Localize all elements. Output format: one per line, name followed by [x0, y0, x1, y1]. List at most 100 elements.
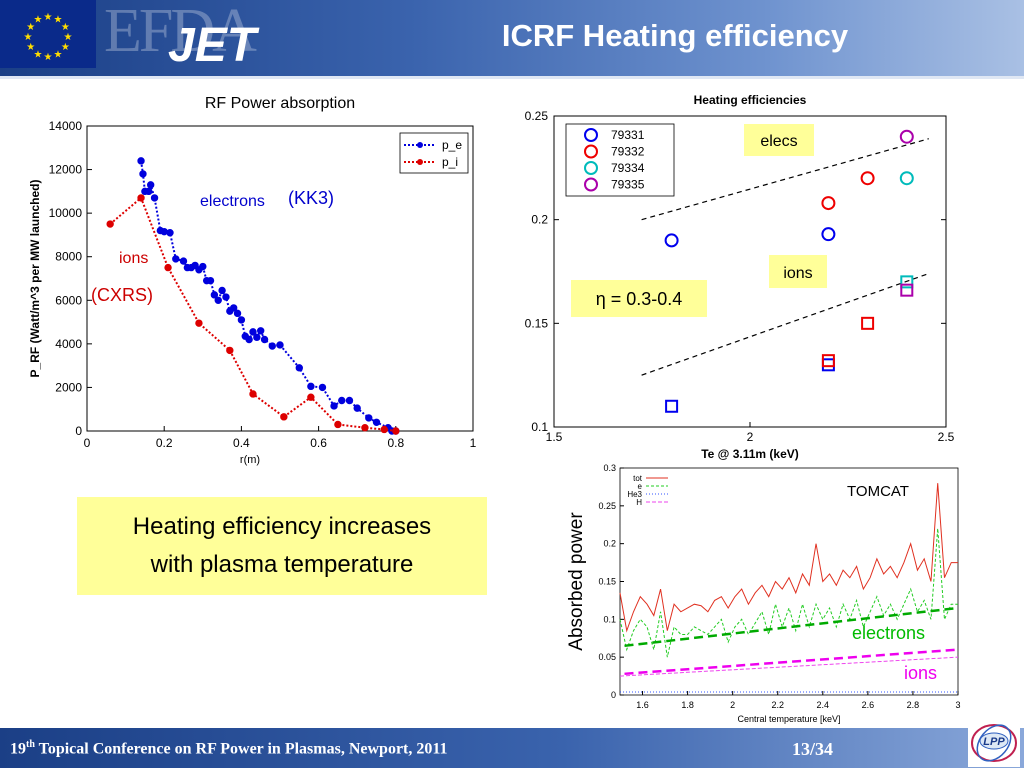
elec-point-79332	[821, 196, 836, 211]
data-point-p_e	[214, 296, 222, 304]
annotation-elecs-box	[744, 124, 814, 156]
annotation-kk3: (KK3)	[288, 188, 334, 208]
x-tick-label: 2.8	[907, 700, 920, 710]
eu-star: ★	[24, 32, 33, 43]
annotation-eta: η = 0.3-0.4	[596, 289, 683, 309]
x-tick-label: 2.5	[938, 430, 955, 444]
annotation-electrons: electrons	[852, 623, 925, 643]
conclusion-callout: Heating efficiency increases with plasma…	[77, 497, 487, 595]
x-tick-label: 0.4	[233, 436, 250, 450]
data-point-p_e	[137, 157, 145, 165]
series-line-H	[619, 656, 959, 677]
data-point-p_e	[199, 262, 207, 271]
efda-logo-text: EFDA	[104, 0, 257, 65]
data-point-p_e	[179, 257, 188, 265]
y-tick-label: 0.15	[525, 316, 549, 330]
data-point-p_e	[257, 327, 265, 335]
data-point-p_i	[226, 346, 234, 355]
annotation-eta-box	[571, 280, 707, 317]
eu-star: ★	[44, 12, 53, 23]
data-point-p_i	[106, 220, 114, 228]
x-tick-label: 3	[955, 700, 960, 710]
eu-star: ★	[64, 32, 73, 43]
ion-point-79332	[861, 316, 875, 330]
y-tick-label: 0.1	[603, 614, 616, 624]
elec-point-79331	[821, 227, 836, 242]
annotation-electrons: electrons	[200, 193, 265, 210]
series-line-e	[619, 528, 958, 658]
data-point-p_e	[166, 229, 174, 237]
y-tick-label: 4000	[55, 337, 82, 351]
data-point-p_e	[150, 194, 159, 202]
data-point-p_e	[260, 335, 269, 344]
legend-label-79332: 79332	[611, 145, 645, 159]
slide-title: ICRF Heating efficiency	[501, 18, 849, 53]
data-point-p_i	[164, 263, 172, 272]
chart-title: RF Power absorption	[205, 95, 355, 112]
ion-point-79331	[665, 399, 679, 413]
trend-line-ions	[641, 272, 930, 376]
data-point-p_e	[338, 396, 346, 405]
legend-marker-79332	[584, 144, 598, 159]
data-point-p_e	[253, 333, 261, 342]
y-tick-label: 0.2	[603, 539, 616, 549]
y-tick-label: 10000	[49, 206, 83, 220]
annotation-ions: ions	[119, 250, 148, 267]
plot-frame	[86, 125, 474, 432]
y-tick-label: 0.05	[598, 652, 616, 662]
legend-label: He3	[627, 490, 642, 499]
annotation-ions: ions	[904, 663, 937, 683]
data-point-p_e	[145, 187, 153, 196]
page-number: 13/34	[792, 739, 834, 759]
y-tick-label: 12000	[49, 163, 83, 177]
data-point-p_e	[249, 328, 257, 336]
y-tick-label: 14000	[49, 119, 83, 133]
footer-ordinal: 19	[10, 740, 26, 758]
data-point-p_i	[280, 413, 288, 421]
annotation-cxrs: (CXRS)	[91, 285, 153, 305]
data-point-p_e	[222, 293, 230, 301]
data-point-p_i	[361, 424, 369, 432]
eu-star: ★	[54, 15, 63, 26]
data-point-p_e	[353, 404, 361, 412]
tomcat-chart: 0 0.05 0.1 0.15 0.2 0.25 0.3 1.6 1.8 2 2.2 2.4 2.6 2.…	[560, 458, 970, 726]
legend-marker-p_e	[417, 142, 423, 148]
y-axis-label: Absorbed power	[566, 512, 587, 651]
y-tick-label: 8000	[55, 250, 82, 264]
data-point-p_i	[334, 420, 342, 429]
data-point-p_e	[206, 276, 215, 285]
legend-label-p_e: p_e	[442, 138, 462, 152]
y-tick-label: 2000	[55, 380, 82, 394]
rf-power-chart-svg: RF Power absorption 0 2000 4000 6000 8000 1000…	[28, 95, 477, 466]
data-point-p_e	[229, 304, 238, 312]
data-point-p_e	[139, 170, 147, 178]
x-tick-label: 1.5	[546, 430, 563, 444]
series-line-tot	[619, 483, 958, 633]
legend-label-79334: 79334	[611, 161, 645, 175]
x-tick-label: 0.6	[310, 436, 327, 450]
data-point-p_i	[392, 427, 400, 435]
data-point-p_e	[330, 402, 338, 410]
eu-stars-icon: ★ ★★★★★★★★★★★	[24, 12, 73, 63]
callout-line-1: Heating efficiency increases	[132, 513, 432, 540]
y-tick-label: 0.1	[531, 420, 548, 434]
y-tick-label: 0.3	[603, 463, 616, 473]
ion-point-79335	[900, 283, 914, 297]
footer-ordinal-suffix: th	[26, 739, 35, 750]
jet-logo-text: JET	[168, 19, 257, 72]
elec-point-79332	[860, 171, 875, 186]
legend-label: H	[636, 498, 642, 507]
x-tick-label: 1.8	[681, 700, 694, 710]
legend-box	[565, 123, 675, 197]
eu-star: ★	[34, 15, 43, 26]
data-point-p_i	[249, 390, 257, 398]
data-point-p_e	[146, 181, 155, 189]
x-tick-label: 2.2	[771, 700, 784, 710]
y-tick-label: 0.25	[598, 501, 616, 511]
lpp-logo: LPP	[968, 719, 1020, 767]
y-axis-label: P_RF (Watt/m^3 per MW launched)	[28, 180, 42, 378]
rf-power-chart: RF Power absorption 0 2000 4000 6000 8000 1000…	[20, 86, 490, 466]
x-tick-label: 2	[730, 700, 735, 710]
x-tick-label: 0.2	[156, 436, 173, 450]
elec-point-79331	[664, 233, 679, 248]
